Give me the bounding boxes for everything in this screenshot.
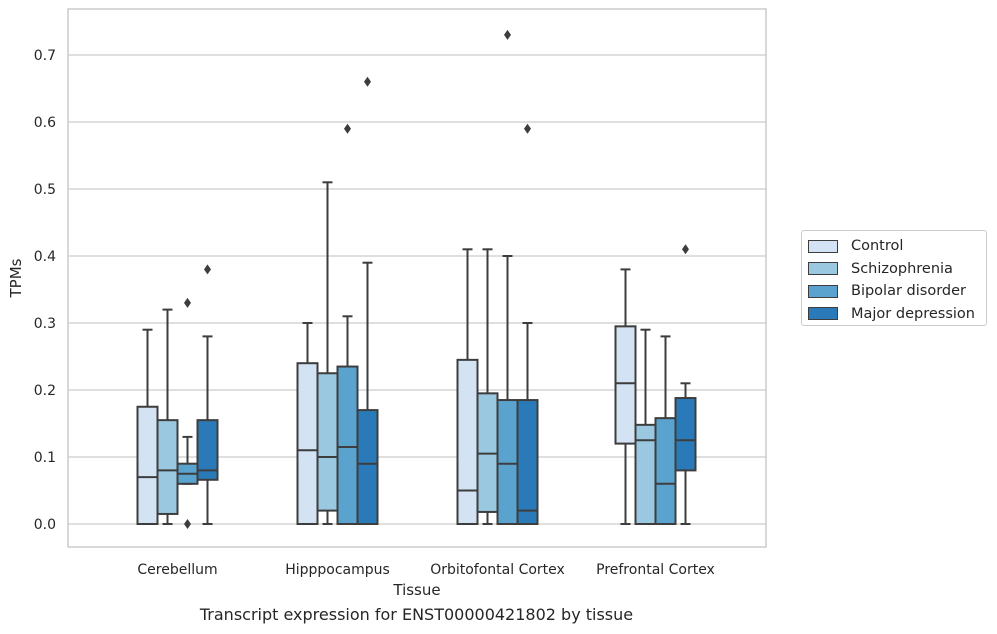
box-schizophrenia-3 bbox=[634, 328, 657, 525]
x-axis-label: Tissue bbox=[392, 581, 440, 599]
x-tick-label: Cerebellum bbox=[137, 562, 217, 578]
box-control-3 bbox=[614, 268, 637, 525]
box-body bbox=[136, 405, 159, 525]
y-tick-labels: 0.0 0.1 0.2 0.3 0.4 0.5 0.6 0.7 bbox=[34, 48, 56, 533]
box-major-depression-2 bbox=[516, 123, 539, 525]
legend-label: Schizophrenia bbox=[851, 260, 953, 277]
box-body bbox=[336, 365, 359, 525]
x-tick-labels: Cerebellum Hipppocampus Orbitofontal Corte… bbox=[137, 562, 714, 578]
y-tick-label: 0.2 bbox=[34, 383, 56, 399]
legend-swatch bbox=[808, 307, 838, 321]
outlier-point bbox=[504, 29, 511, 40]
outlier-point bbox=[682, 244, 689, 255]
x-tick-label: Orbitofontal Cortex bbox=[430, 562, 565, 578]
y-tick-label: 0.3 bbox=[34, 316, 56, 332]
legend-item: Bipolar disorder bbox=[808, 280, 980, 303]
y-tick-label: 0.4 bbox=[34, 249, 56, 265]
legend-swatch bbox=[808, 262, 838, 276]
box-body bbox=[296, 362, 319, 526]
box-body bbox=[316, 372, 339, 512]
legend-item: Schizophrenia bbox=[808, 258, 980, 281]
box-body bbox=[156, 419, 179, 515]
legend-swatch bbox=[808, 284, 838, 298]
box-major-depression-1 bbox=[356, 76, 379, 526]
x-tick-label: Prefrontal Cortex bbox=[596, 562, 715, 578]
box-schizophrenia-0 bbox=[156, 308, 179, 525]
box-bipolar-disorder-0 bbox=[176, 297, 199, 529]
y-tick-label: 0.5 bbox=[34, 182, 56, 198]
box-control-2 bbox=[456, 248, 479, 525]
outlier-point bbox=[204, 264, 211, 275]
y-tick-label: 0.1 bbox=[34, 450, 56, 466]
y-tick-label: 0.0 bbox=[34, 517, 56, 533]
legend-label: Bipolar disorder bbox=[851, 283, 966, 300]
outlier-point bbox=[184, 297, 191, 308]
plot-frame bbox=[67, 8, 767, 548]
box-body bbox=[674, 397, 697, 472]
legend-label: Control bbox=[851, 238, 904, 255]
box-layer bbox=[136, 29, 697, 529]
legend-swatch bbox=[808, 239, 838, 253]
outlier-point bbox=[344, 123, 351, 134]
box-major-depression-0 bbox=[196, 264, 219, 525]
box-body bbox=[496, 399, 519, 525]
box-schizophrenia-1 bbox=[316, 181, 339, 525]
box-body bbox=[196, 419, 219, 481]
box-bipolar-disorder-2 bbox=[496, 29, 519, 525]
box-body bbox=[654, 417, 677, 526]
box-bipolar-disorder-1 bbox=[336, 123, 359, 525]
box-major-depression-3 bbox=[674, 244, 697, 525]
box-control-0 bbox=[136, 328, 159, 525]
x-tick-label: Hipppocampus bbox=[285, 562, 390, 578]
box-body bbox=[476, 392, 499, 513]
y-axis-label: TPMs bbox=[7, 258, 25, 298]
box-body bbox=[356, 409, 379, 526]
box-body bbox=[516, 399, 539, 525]
y-tick-label: 0.7 bbox=[34, 48, 56, 64]
outlier-point bbox=[524, 123, 531, 134]
outlier-point bbox=[184, 519, 191, 529]
box-schizophrenia-2 bbox=[476, 248, 499, 525]
legend-item: Major depression bbox=[808, 303, 980, 326]
box-control-1 bbox=[296, 322, 319, 526]
grid-layer bbox=[68, 54, 766, 525]
legend-item: Control bbox=[808, 235, 980, 258]
legend-label: Major depression bbox=[851, 305, 975, 322]
outlier-point bbox=[364, 76, 371, 87]
chart-caption: Transcript expression for ENST0000042180… bbox=[199, 605, 634, 624]
box-body bbox=[614, 325, 637, 445]
box-bipolar-disorder-3 bbox=[654, 335, 677, 526]
y-tick-label: 0.6 bbox=[34, 115, 56, 131]
box-body bbox=[456, 358, 479, 525]
legend: Control Schizophrenia Bipolar disorder Majo… bbox=[801, 230, 987, 326]
